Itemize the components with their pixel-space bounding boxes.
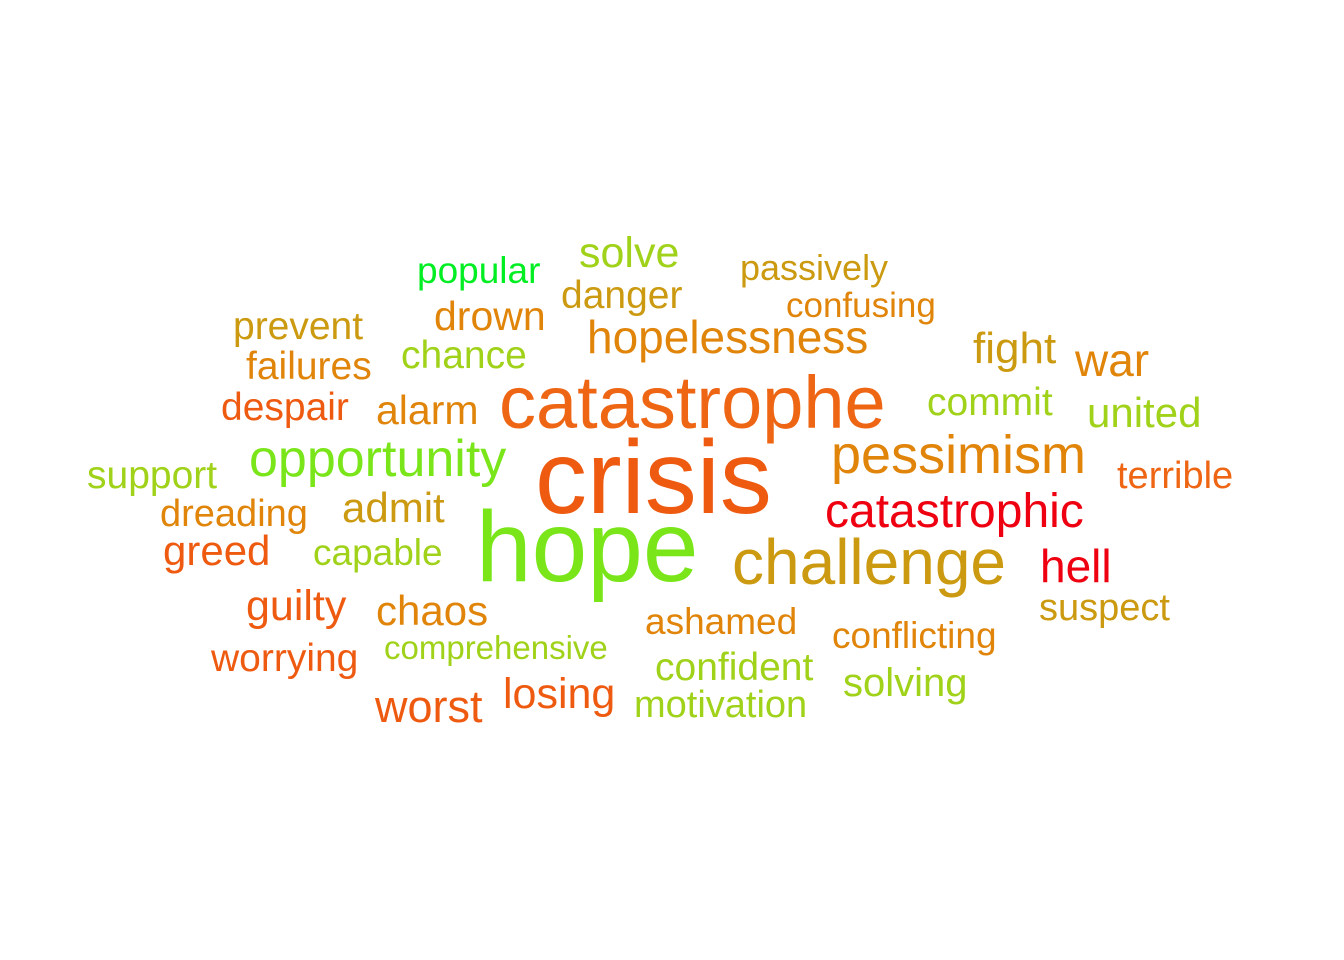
word-challenge: challenge [732, 526, 1006, 598]
word-admit: admit [342, 484, 445, 531]
word-conflicting: conflicting [832, 615, 997, 656]
word-motivation: motivation [634, 684, 808, 726]
word-danger: danger [561, 274, 683, 317]
word-terrible: terrible [1117, 455, 1234, 497]
word-hope: hope [476, 491, 699, 603]
word-dreading: dreading [160, 493, 308, 535]
word-comprehensive: comprehensive [384, 629, 608, 666]
word-hell: hell [1040, 540, 1112, 592]
word-suspect: suspect [1039, 587, 1170, 629]
word-catastrophe: catastrophe [499, 361, 886, 444]
word-popular: popular [417, 250, 541, 291]
word-failures: failures [246, 345, 372, 388]
word-chaos: chaos [376, 587, 489, 634]
word-support: support [87, 454, 218, 497]
word-worrying: worrying [211, 637, 359, 680]
word-despair: despair [221, 386, 349, 429]
word-prevent: prevent [233, 305, 364, 348]
word-alarm: alarm [376, 387, 479, 433]
word-commit: commit [927, 381, 1053, 424]
word-confusing: confusing [786, 286, 936, 325]
word-hopelessness: hopelessness [587, 311, 869, 363]
word-confident: confident [655, 646, 814, 689]
word-opportunity: opportunity [249, 430, 507, 488]
word-solve: solve [579, 229, 680, 277]
word-greed: greed [163, 527, 271, 574]
word-passively: passively [740, 247, 889, 288]
word-guilty: guilty [246, 582, 347, 630]
word-fight: fight [973, 324, 1057, 373]
word-united: united [1087, 389, 1202, 436]
word-capable: capable [313, 532, 443, 573]
word-losing: losing [503, 670, 616, 718]
word-catastrophic: catastrophic [825, 485, 1084, 538]
word-war: war [1075, 334, 1150, 386]
word-worst: worst [375, 681, 483, 732]
word-drown: drown [434, 293, 546, 339]
word-solving: solving [843, 661, 968, 705]
word-pessimism: pessimism [831, 425, 1087, 485]
word-chance: chance [401, 334, 527, 377]
word-ashamed: ashamed [645, 601, 798, 642]
word-crisis: crisis [535, 420, 772, 536]
